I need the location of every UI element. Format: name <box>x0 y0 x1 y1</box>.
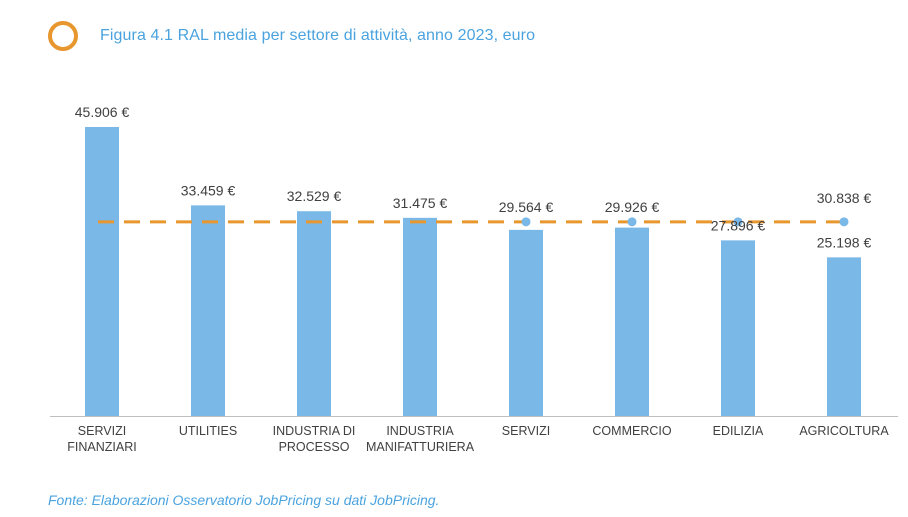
category-label-3-0: INDUSTRIA <box>386 424 454 438</box>
category-label-2-1: PROCESSO <box>279 440 350 454</box>
category-label-0-0: SERVIZI <box>78 424 126 438</box>
average-marker-6 <box>733 217 743 227</box>
value-label-7: 25.198 € <box>817 234 872 250</box>
bar-0 <box>85 127 119 416</box>
category-label-0-1: FINANZIARI <box>67 440 136 454</box>
chart-title: Figura 4.1 RAL media per settore di atti… <box>100 27 536 44</box>
average-marker-7 <box>839 217 849 227</box>
average-marker-4 <box>521 217 531 227</box>
value-label-4: 29.564 € <box>499 199 554 215</box>
average-label: 30.838 € <box>817 190 872 206</box>
value-label-5: 29.926 € <box>605 199 660 215</box>
value-label-0: 45.906 € <box>75 104 130 120</box>
bar-5 <box>615 227 649 416</box>
value-label-6: 27.896 € <box>711 217 766 233</box>
source-note: Fonte: Elaborazioni Osservatorio JobPric… <box>48 492 440 508</box>
bar-1 <box>191 205 225 416</box>
bar-4 <box>509 229 543 416</box>
category-label-3-1: MANIFATTURIERA <box>366 440 475 454</box>
value-label-2: 32.529 € <box>287 188 342 204</box>
bar-6 <box>721 240 755 416</box>
bar-3 <box>403 217 437 416</box>
bar-2 <box>297 211 331 416</box>
category-label-6-0: EDILIZIA <box>713 424 764 438</box>
ring-icon <box>48 21 78 51</box>
bar-7 <box>827 257 861 416</box>
category-label-4-0: SERVIZI <box>502 424 550 438</box>
value-label-3: 31.475 € <box>393 195 448 211</box>
category-label-2-0: INDUSTRIA DI <box>273 424 356 438</box>
average-marker-5 <box>627 217 637 227</box>
chart-title-row: Figura 4.1 RAL media per settore di atti… <box>48 18 535 54</box>
category-label-7-0: AGRICOLTURA <box>799 424 889 438</box>
value-label-1: 33.459 € <box>181 182 236 198</box>
category-label-5-0: COMMERCIO <box>592 424 671 438</box>
category-label-1-0: UTILITIES <box>179 424 237 438</box>
